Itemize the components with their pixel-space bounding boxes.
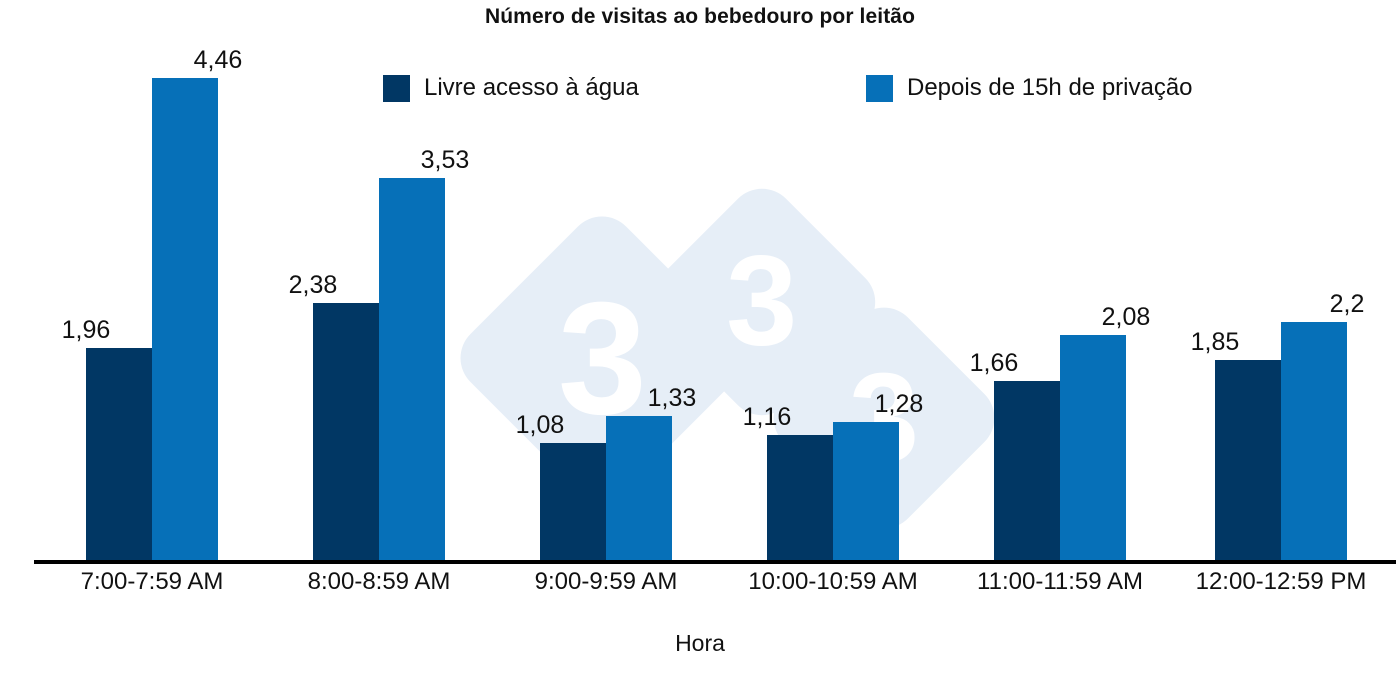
x-tick-label: 7:00-7:59 AM bbox=[80, 568, 224, 595]
x-axis-title: Hora bbox=[675, 630, 725, 656]
bar-series-1[interactable]: 2,08 bbox=[1060, 305, 1150, 560]
x-tick-label: 8:00-8:59 AM bbox=[307, 568, 451, 595]
legend-swatch-icon bbox=[866, 74, 893, 102]
bar-series-1[interactable]: 4,46 bbox=[152, 48, 242, 560]
bar-value-label: 2,08 bbox=[1101, 303, 1151, 331]
chart-title: Número de visitas ao bebedouro por leitã… bbox=[484, 5, 916, 28]
x-tick-label: 11:00-11:59 AM bbox=[977, 568, 1143, 595]
bar-value-label: 1,85 bbox=[1190, 328, 1240, 356]
bar-series-0[interactable]: 2,38 bbox=[289, 273, 379, 560]
bar-series-0[interactable]: 1,66 bbox=[970, 351, 1060, 560]
x-tick-label: 12:00-12:59 PM bbox=[1195, 568, 1367, 595]
bar-value-label: 2,38 bbox=[288, 271, 338, 299]
bar-value-label: 1,08 bbox=[515, 411, 565, 439]
bar-value-label: 1,66 bbox=[969, 349, 1019, 377]
bar-series-0[interactable]: 1,85 bbox=[1191, 330, 1281, 560]
bar-value-label: 3,53 bbox=[420, 146, 470, 174]
bar-value-label: 1,96 bbox=[61, 316, 111, 344]
x-tick-label: 10:00-10:59 AM bbox=[748, 568, 918, 595]
bar-value-label: 1,33 bbox=[647, 384, 697, 412]
legend-item-livre-acesso[interactable]: Livre acesso à água bbox=[383, 72, 639, 104]
x-tick-label: 9:00-9:59 AM bbox=[534, 568, 678, 595]
legend-item-label: Livre acesso à água bbox=[424, 74, 639, 101]
legend-item-privacao[interactable]: Depois de 15h de privação bbox=[866, 72, 1193, 104]
bar-series-0[interactable]: 1,16 bbox=[743, 405, 833, 560]
bar-value-label: 1,16 bbox=[742, 403, 792, 431]
bar-series-0[interactable]: 1,08 bbox=[516, 413, 606, 560]
bar-series-0[interactable]: 1,96 bbox=[62, 318, 152, 560]
bar-series-1[interactable]: 2,2 bbox=[1281, 292, 1364, 560]
bar-value-label: 4,46 bbox=[193, 46, 243, 74]
x-axis-line bbox=[34, 560, 1396, 564]
legend-item-label: Depois de 15h de privação bbox=[907, 74, 1193, 101]
bar-series-1[interactable]: 3,53 bbox=[379, 148, 469, 560]
bar-value-label: 2,2 bbox=[1329, 290, 1365, 318]
bar-series-1[interactable]: 1,28 bbox=[833, 392, 923, 560]
legend-swatch-icon bbox=[383, 74, 410, 102]
bar-value-label: 1,28 bbox=[874, 390, 924, 418]
bar-series-1[interactable]: 1,33 bbox=[606, 386, 696, 560]
chart-legend: Livre acesso à água Depois de 15h de pri… bbox=[383, 72, 1283, 106]
